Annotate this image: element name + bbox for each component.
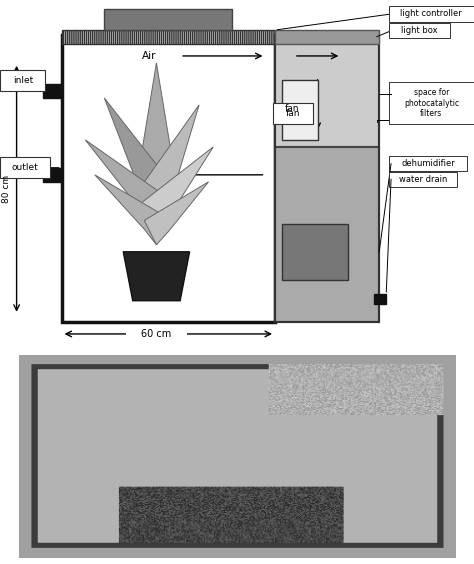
Polygon shape: [104, 98, 173, 227]
Bar: [275, 147, 379, 321]
Bar: [43, 84, 62, 98]
Bar: [275, 30, 379, 44]
FancyBboxPatch shape: [0, 157, 50, 178]
Bar: [62, 30, 275, 44]
Text: light controller: light controller: [401, 10, 462, 19]
FancyBboxPatch shape: [389, 171, 457, 187]
Bar: [62, 35, 275, 321]
Polygon shape: [123, 252, 190, 301]
Bar: [374, 294, 386, 304]
Text: 80 cm: 80 cm: [2, 175, 11, 203]
Bar: [282, 224, 348, 280]
Text: space for
photocatalytic
filters: space for photocatalytic filters: [404, 88, 459, 118]
FancyBboxPatch shape: [389, 23, 450, 38]
Polygon shape: [140, 105, 199, 227]
Text: fan: fan: [285, 104, 300, 113]
FancyBboxPatch shape: [389, 82, 474, 124]
Text: outlet: outlet: [12, 164, 38, 173]
Polygon shape: [85, 140, 171, 234]
FancyBboxPatch shape: [389, 6, 474, 22]
Text: Air: Air: [142, 51, 157, 61]
Text: 60 cm: 60 cm: [141, 329, 172, 338]
Bar: [43, 168, 62, 182]
Text: depth; 60 cm: depth; 60 cm: [122, 355, 191, 365]
Bar: [275, 42, 379, 147]
Polygon shape: [137, 63, 175, 227]
Text: dehumidifier: dehumidifier: [401, 159, 455, 168]
Text: water drain: water drain: [399, 175, 447, 184]
Polygon shape: [141, 147, 213, 234]
FancyBboxPatch shape: [273, 103, 313, 124]
Text: light box: light box: [401, 27, 438, 36]
Bar: [282, 81, 318, 140]
FancyBboxPatch shape: [0, 70, 45, 91]
Bar: [275, 35, 379, 321]
Bar: [104, 8, 232, 30]
FancyBboxPatch shape: [389, 156, 467, 171]
Text: inlet: inlet: [13, 76, 33, 85]
Polygon shape: [95, 175, 168, 245]
Polygon shape: [144, 182, 209, 245]
Text: fan: fan: [286, 109, 300, 118]
FancyBboxPatch shape: [126, 327, 187, 345]
